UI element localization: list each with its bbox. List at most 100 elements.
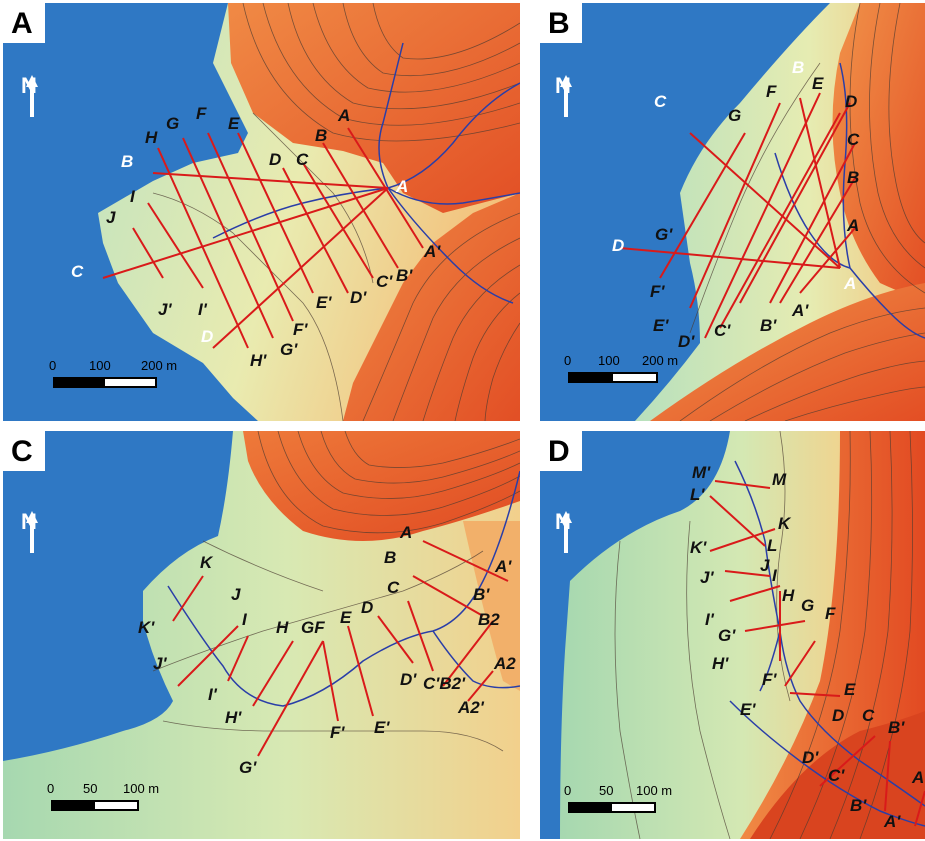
scale-label-end: 100 m — [636, 783, 673, 798]
transect-label: C — [862, 706, 875, 725]
transect-label: I — [772, 566, 777, 585]
transect-cc — [769, 142, 856, 304]
transect-label: I — [130, 187, 135, 206]
transect-a2 — [467, 670, 494, 702]
transect-label: C' — [714, 321, 731, 340]
transect-j — [177, 625, 239, 687]
scale-label-end: 200 m — [642, 353, 679, 368]
transect-lines — [619, 92, 856, 339]
transect-label: B' — [888, 718, 905, 737]
transect-label: F' — [650, 282, 665, 301]
transect-label: A — [847, 216, 860, 235]
transect-label: A' — [884, 812, 901, 831]
transect-d — [739, 102, 851, 304]
transect-g — [257, 640, 324, 757]
terrain-map-a — [3, 3, 520, 421]
panel-letter: C — [3, 431, 45, 471]
transect-d — [377, 615, 414, 664]
transect-label: B' — [396, 266, 413, 285]
transect-label: D — [269, 150, 282, 169]
transect-label: K' — [690, 538, 707, 557]
transect-label: K — [778, 514, 791, 533]
transect-label: I' — [208, 685, 217, 704]
transect-label: H' — [225, 708, 242, 727]
transect-label: G' — [239, 758, 257, 777]
transect-d — [282, 167, 349, 294]
terrain-map-b — [540, 3, 925, 421]
transect-label: F' — [293, 320, 308, 339]
transect-h — [157, 147, 249, 349]
contour-lines — [152, 3, 520, 421]
scale-label-mid: 100 — [598, 353, 620, 368]
transect-label: L' — [690, 485, 705, 504]
transect-label: B' — [850, 796, 867, 815]
north-arrow-icon: N — [21, 75, 38, 117]
transect-label: A — [338, 106, 351, 125]
transect-label: E — [812, 74, 824, 93]
streams — [729, 460, 925, 827]
transect-label: B — [847, 168, 860, 187]
transect-label: A' — [792, 301, 809, 320]
highland-south — [650, 283, 925, 421]
transect-label: A — [912, 768, 925, 787]
transect-label: J' — [153, 654, 167, 673]
transect-label: F' — [330, 723, 345, 742]
transect-f — [207, 132, 294, 322]
streams — [167, 470, 520, 707]
transect-label: F — [825, 604, 836, 623]
transect-label: E — [228, 114, 240, 133]
scale-label-mid: 100 — [89, 358, 111, 373]
transect-i — [147, 202, 204, 289]
transect-label: F — [196, 104, 207, 123]
transect-e — [704, 92, 821, 339]
transect-label: A' — [495, 557, 512, 576]
transect-f — [689, 102, 781, 309]
transect-label: G' — [718, 626, 736, 645]
transect-dd — [212, 187, 389, 349]
map-panel-b: B N 0 100 200 m B C G F E D C B A G' D F… — [540, 3, 925, 421]
transect-b-diag — [799, 97, 841, 269]
scale-label-mid: 50 — [599, 783, 614, 798]
scale-label-0: 0 — [49, 358, 57, 373]
transect-c — [302, 162, 374, 279]
transect-label: I' — [198, 300, 207, 319]
transect-h — [252, 640, 294, 707]
north-arrow-icon: N — [555, 75, 572, 117]
map-panel-c: C N 0 50 100 m A B A' C B' D E GF H I J … — [3, 431, 520, 839]
transect-a — [422, 540, 509, 582]
transect-aa — [799, 227, 856, 294]
transect-label: H — [276, 618, 289, 637]
transect-label: D' — [400, 670, 417, 689]
transect-b — [412, 575, 484, 617]
transect-label: E' — [316, 293, 332, 312]
transect-label: B — [792, 58, 805, 77]
transect-bb — [779, 177, 856, 304]
map-panel-d: D N 0 50 100 m M' M L' K L K' J' J I H G… — [540, 431, 925, 839]
transect-label: C — [654, 92, 667, 111]
transect-label: G' — [280, 340, 298, 359]
transect-d — [819, 735, 876, 787]
transect-label: I' — [705, 610, 714, 629]
north-arrow-icon: N — [555, 511, 572, 553]
transect-label: B' — [473, 585, 490, 604]
panel-letter: D — [540, 431, 582, 471]
transect-label: J — [760, 556, 770, 575]
transect-k — [172, 575, 204, 622]
terrain-map-d — [540, 431, 925, 839]
transect-l — [709, 495, 766, 547]
transect-f — [784, 640, 816, 687]
transect-label: C' — [828, 766, 845, 785]
transect-label: D — [201, 327, 214, 346]
transect-cc — [102, 187, 389, 279]
transect-c — [884, 740, 891, 812]
transect-label: B — [315, 126, 328, 145]
transect-label: B — [384, 548, 397, 567]
transect-label: H' — [250, 351, 267, 370]
transect-label: M — [772, 470, 787, 489]
transect-e — [237, 132, 314, 294]
transect-k — [709, 528, 776, 552]
transect-label: J — [231, 585, 241, 604]
scale-label-end: 100 m — [123, 781, 160, 796]
transect-label: B — [121, 152, 134, 171]
transect-label: H — [782, 586, 795, 605]
